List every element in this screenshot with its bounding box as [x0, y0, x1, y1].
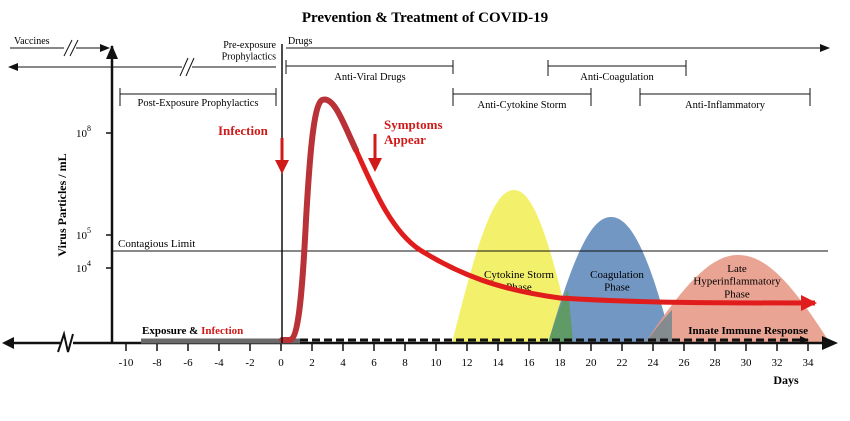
- cytokine-storm-phase-area: [452, 190, 573, 343]
- x-tick-label: 28: [710, 357, 722, 369]
- x-tick-label: 0: [278, 357, 284, 369]
- pre-exposure-prophylactics-arrow: [8, 57, 276, 77]
- x-tick-label: 24: [648, 357, 660, 369]
- x-axis-label: Days: [773, 373, 799, 387]
- pre-exposure-prophylactics-label: Pre-exposure Prophylactics: [222, 40, 277, 63]
- x-tick-label: 14: [493, 357, 505, 369]
- cytokine-coagulation-overlap: [548, 290, 573, 343]
- infection-arrow-label: Infection: [218, 123, 269, 138]
- drugs-label: Drugs: [288, 36, 313, 47]
- svg-text:104: 104: [76, 259, 91, 275]
- x-tick-label: 8: [402, 357, 408, 369]
- post-exposure-prophylactics-bracket: [119, 88, 277, 106]
- symptoms-appear-label: Symptoms Appear: [384, 117, 443, 147]
- y-tick-10e8: 108: [76, 124, 112, 140]
- hyperinflammatory-phase-area: [645, 255, 830, 343]
- vaccines-label: Vaccines: [14, 36, 50, 47]
- virus-curve-early: [279, 96, 359, 343]
- x-tick-label: 22: [617, 357, 628, 369]
- x-tick-label: -4: [214, 357, 224, 369]
- symptoms-appear-arrow: [368, 134, 382, 172]
- infection-arrow: [275, 138, 289, 174]
- virus-curve-late: [353, 148, 817, 311]
- coagulation-hyperinflammatory-overlap: [645, 310, 672, 343]
- x-tick-label: 4: [340, 357, 346, 369]
- x-tick-label: -2: [245, 357, 254, 369]
- x-tick-label: 18: [555, 357, 567, 369]
- coagulation-phase-label: Coagulation Phase: [590, 269, 644, 294]
- anti-cytokine-storm-label: Anti-Cytokine Storm: [478, 100, 567, 111]
- drugs-arrow: [286, 44, 830, 52]
- contagious-limit-label: Contagious Limit: [118, 238, 195, 250]
- anti-viral-drugs-bracket: [285, 60, 454, 74]
- y-tick-10e5: 105: [76, 226, 112, 242]
- x-tick-label: 16: [524, 357, 536, 369]
- innate-immune-response-label: Innate Immune Response: [688, 325, 808, 337]
- post-exposure-prophylactics-label: Post-Exposure Prophylactics: [137, 98, 258, 109]
- x-tick-label: 2: [309, 357, 315, 369]
- y-tick-10e4: 104: [76, 259, 112, 275]
- anti-coagulation-bracket: [547, 60, 687, 76]
- anti-coagulation-label: Anti-Coagulation: [580, 72, 654, 83]
- vaccines-arrow: [10, 39, 110, 57]
- x-tick-label: 32: [772, 357, 783, 369]
- x-tick-label: 26: [679, 357, 691, 369]
- hyperinflammatory-phase-label: Late Hyperinflammatory Phase: [693, 263, 781, 300]
- x-tick-label: -6: [183, 357, 193, 369]
- diagram-title: Prevention & Treatment of COVID-19: [302, 10, 548, 26]
- x-tick-label: 6: [371, 357, 377, 369]
- svg-text:105: 105: [76, 226, 91, 242]
- x-axis-ticks: -10 -8 -6 -4 -2 0 2 4 6 8 10 12 14 16 18 20 22 24 26 28 30 32…: [119, 343, 814, 369]
- x-tick-label: -10: [119, 357, 134, 369]
- anti-cytokine-storm-bracket: [452, 88, 592, 106]
- x-tick-label: 34: [803, 357, 815, 369]
- anti-viral-drugs-label: Anti-Viral Drugs: [334, 72, 405, 83]
- x-tick-label: 20: [586, 357, 598, 369]
- y-axis-label: Virus Particles / mL: [55, 153, 69, 256]
- exposure-infection-label: Exposure & Infection: [142, 325, 243, 337]
- x-tick-label: 10: [431, 357, 443, 369]
- x-tick-label: 30: [741, 357, 753, 369]
- x-tick-label: -8: [152, 357, 162, 369]
- anti-inflammatory-bracket: [639, 88, 811, 106]
- x-tick-label: 12: [462, 357, 473, 369]
- svg-text:108: 108: [76, 124, 91, 140]
- anti-inflammatory-label: Anti-Inflammatory: [685, 100, 766, 111]
- coagulation-phase-area: [548, 217, 672, 343]
